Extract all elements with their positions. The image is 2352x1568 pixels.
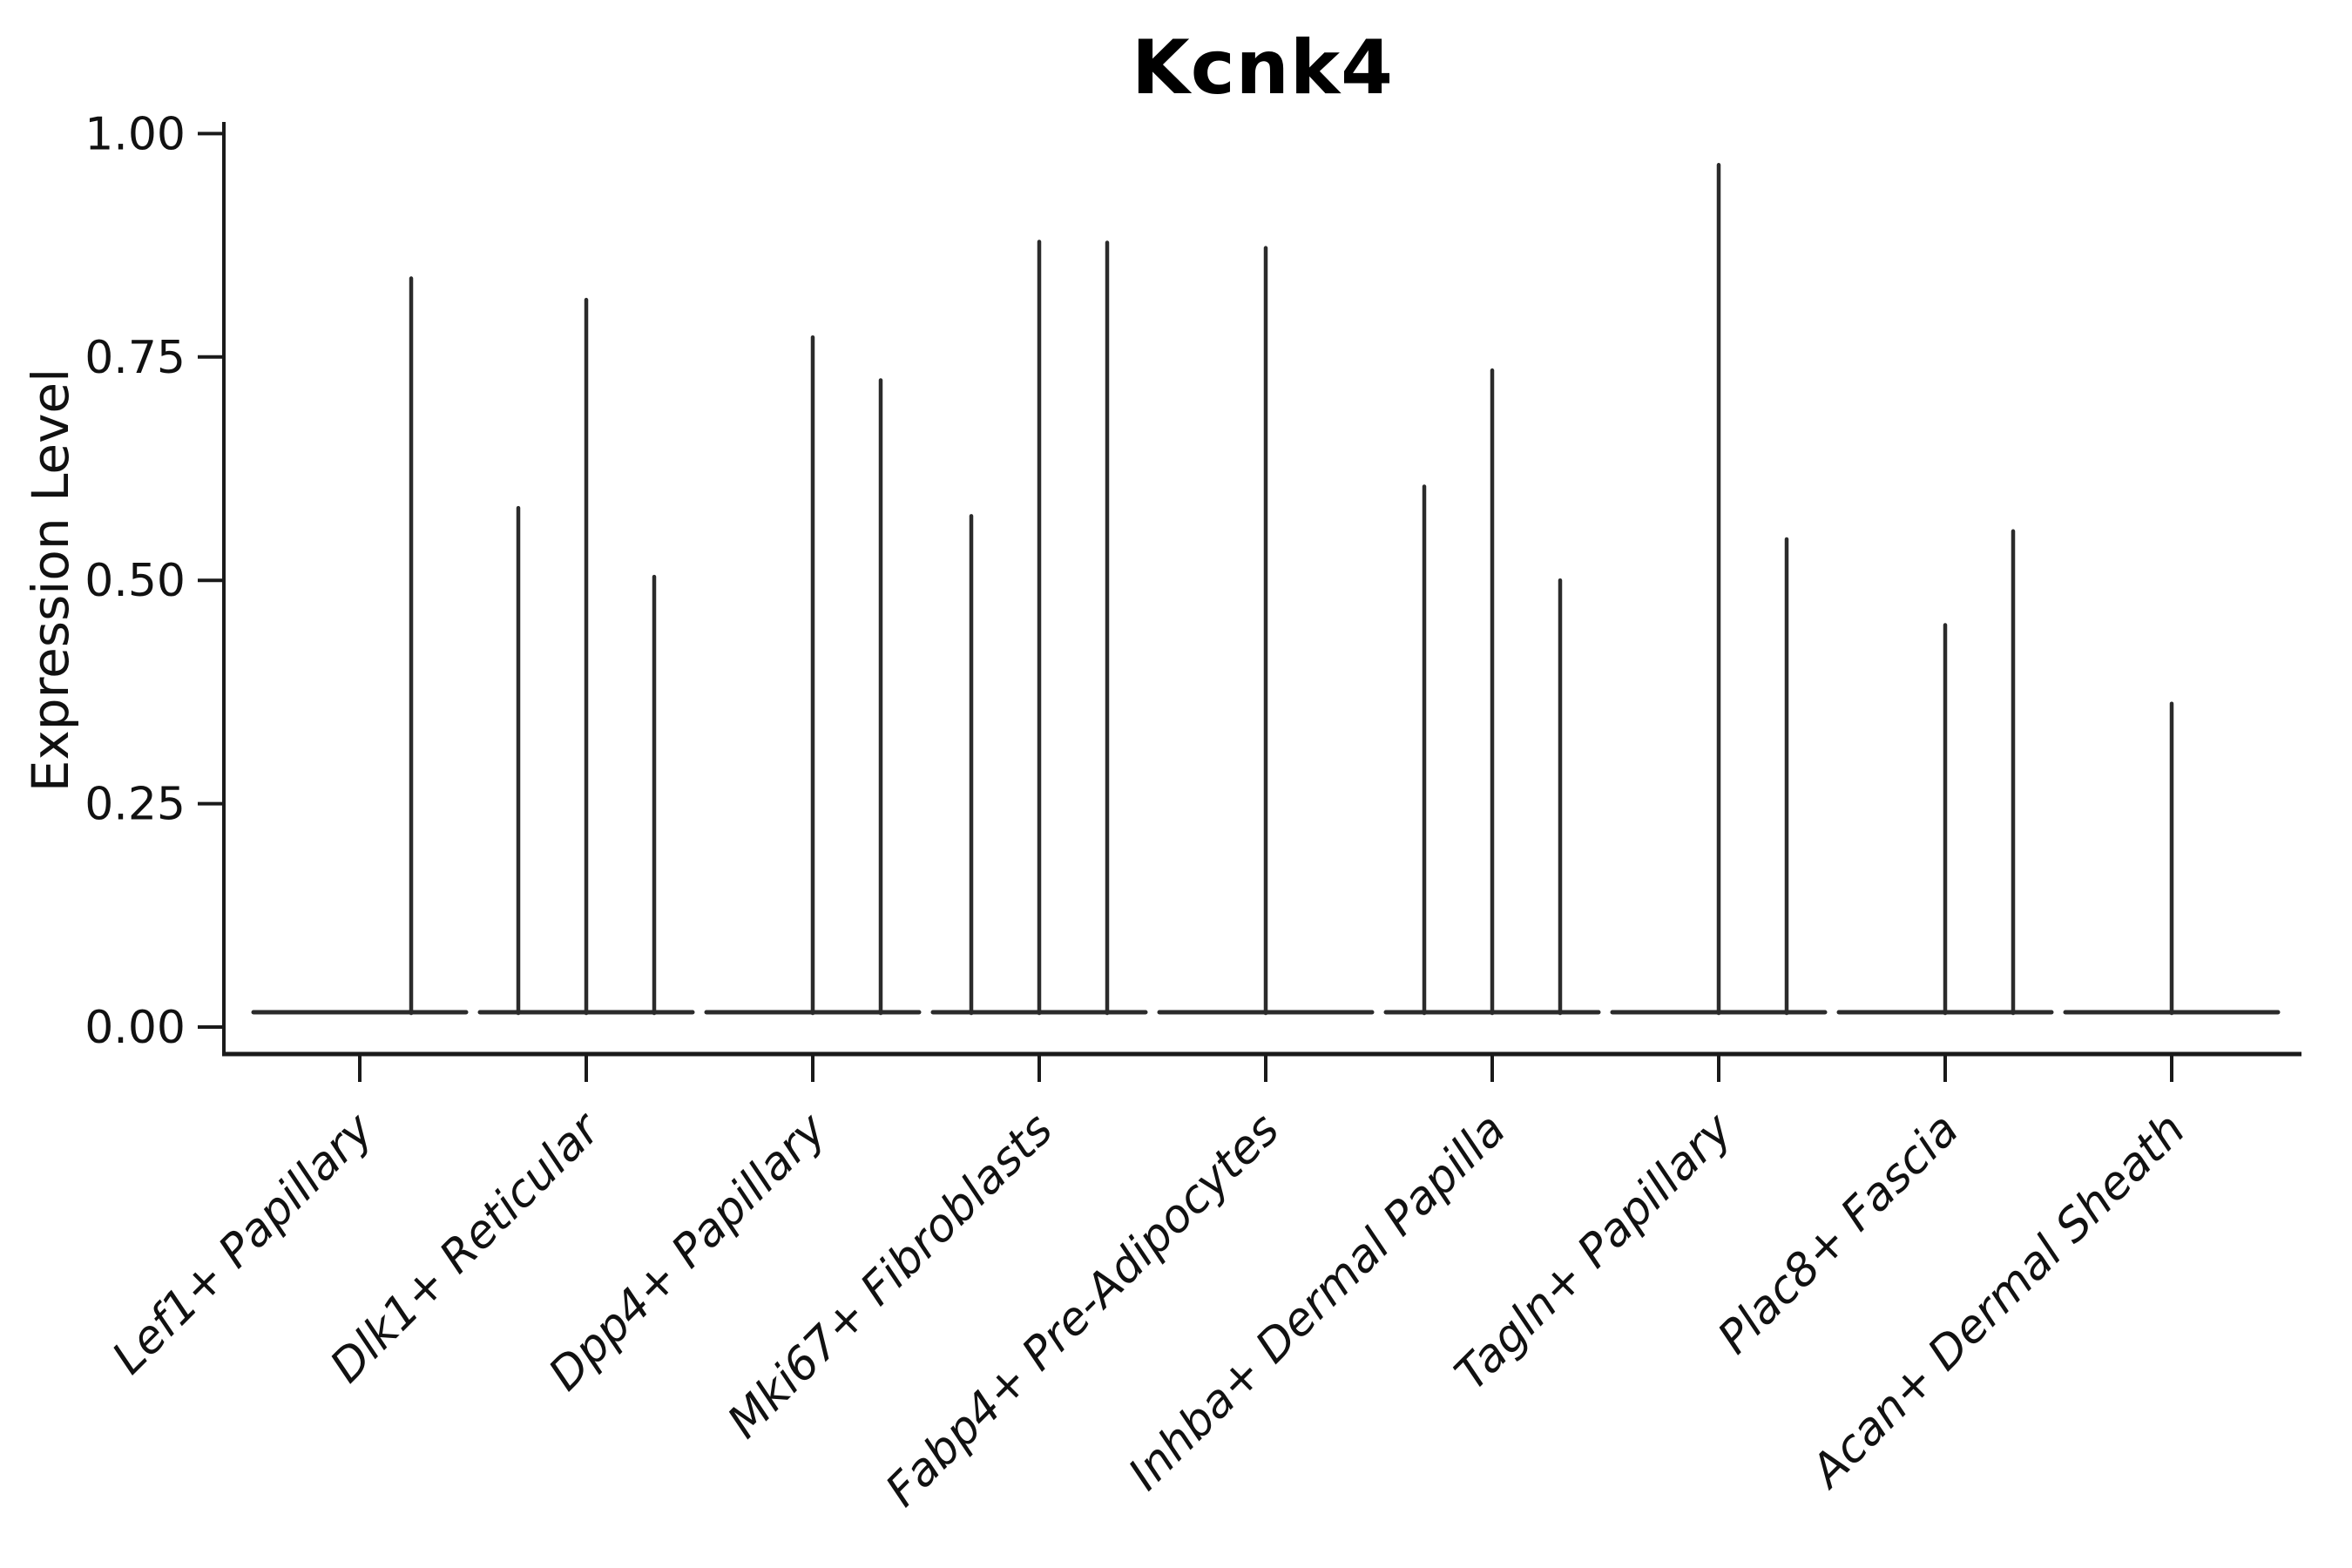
x-category-label: Plac8+ Fascia [1708, 1104, 1969, 1364]
x-category-label: Acan+ Dermal Sheath [1800, 1104, 2195, 1499]
x-category-label: Inhba+ Dermal Papilla [1119, 1104, 1516, 1501]
y-tick-label: 0.25 [84, 779, 186, 831]
y-tick-label: 0.00 [84, 1002, 186, 1054]
y-tick-label: 0.50 [84, 555, 186, 607]
x-category-label: Fabp4+ Pre-Adipocytes [876, 1104, 1290, 1517]
chart-title: Kcnk4 [1132, 24, 1394, 112]
y-tick-label: 0.75 [84, 332, 186, 384]
y-tick-label: 1.00 [84, 108, 186, 160]
